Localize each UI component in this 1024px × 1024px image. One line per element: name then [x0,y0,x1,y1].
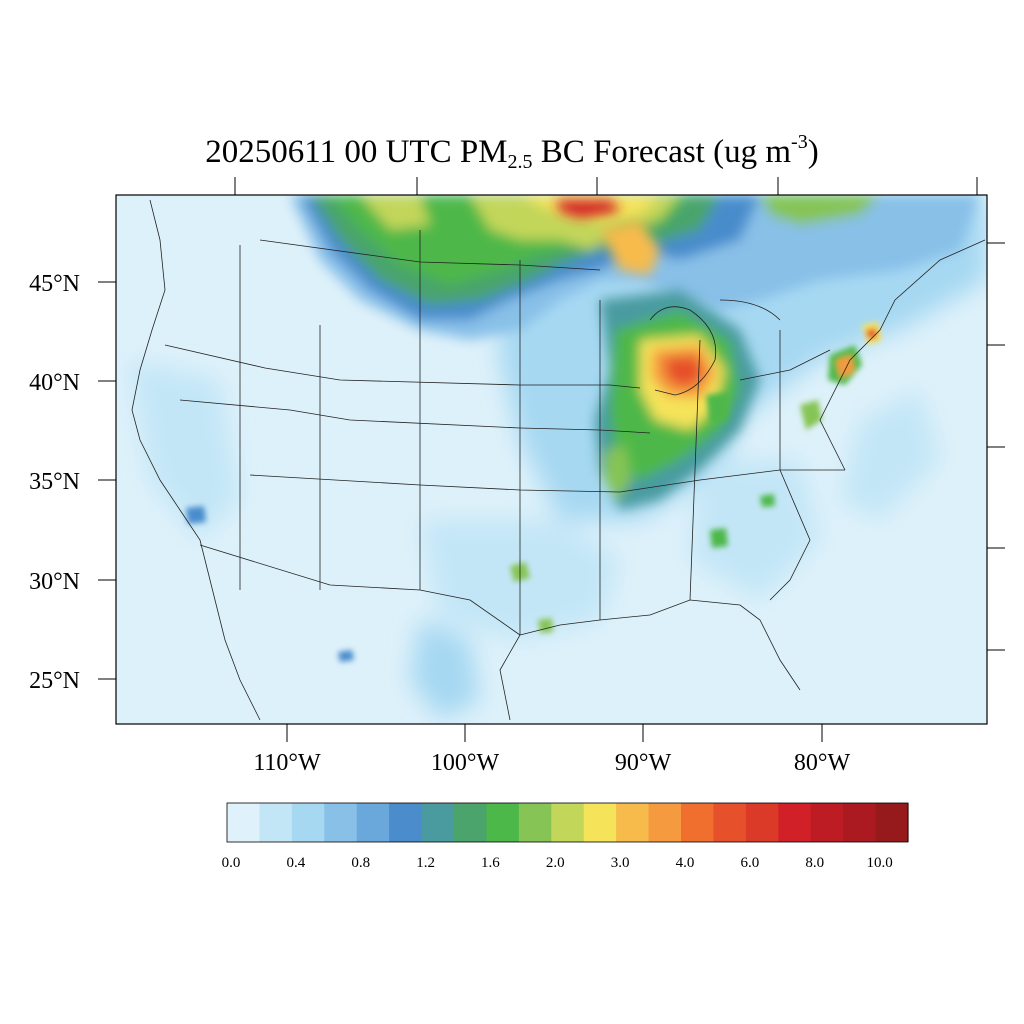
colorbar-label: 8.0 [805,855,824,871]
colorbar-label: 0.0 [222,855,241,871]
colorbar-label: 3.0 [611,855,630,871]
colorbar-swatch [518,803,552,842]
colorbar-frame [226,802,909,843]
latitude-labels: 45°N 40°N 35°N 30°N 25°N [29,271,80,694]
map-frame [115,194,988,725]
lon-label: 80°W [794,750,851,776]
title-species-subscript: 2.5 [507,151,533,173]
colorbar-swatch [616,803,650,842]
lat-label: 30°N [29,569,80,595]
colorbar-swatch [389,803,423,842]
colorbar-swatch [810,803,844,842]
colorbar-swatch [713,803,747,842]
colorbar-swatch [745,803,779,842]
lat-label: 45°N [29,271,80,297]
colorbar-label: 1.6 [481,855,500,871]
boundaries [131,199,986,721]
lat-label: 25°N [29,668,80,694]
colorbar-swatch [778,803,812,842]
colorbar-swatch [843,803,877,842]
lon-label: 90°W [615,750,672,776]
colorbar-label: 0.8 [351,855,370,871]
colorbar-label: 1.2 [416,855,435,871]
colorbar-label: 6.0 [740,855,759,871]
lon-label: 100°W [431,750,500,776]
colorbar-label: 0.4 [286,855,305,871]
colorbar-swatch [356,803,390,842]
colorbar-swatch [486,803,520,842]
lat-label: 35°N [29,469,80,495]
title-units-close: ) [807,134,819,170]
longitude-labels: 110°W 100°W 90°W 80°W [253,750,850,776]
tick-marks [98,177,1005,742]
colorbar-swatch [875,803,909,842]
colorbar-labels: 0.0 0.4 0.8 1.2 1.6 2.0 3.0 4.0 6.0 8.0 10.0 [222,855,893,871]
title-species: PM [459,134,508,170]
title-product: BC Forecast [540,134,705,170]
concentration-field [130,195,987,720]
colorbar-swatch [681,803,715,842]
map-title: 20250611 00 UTC PM2.5 BC Forecast (ug m-… [0,122,1024,182]
colorbar-swatch [421,803,455,842]
lon-label: 110°W [253,750,321,776]
colorbar-label: 4.0 [676,855,695,871]
colorbar-swatch [551,803,585,842]
colorbar-swatch [454,803,488,842]
title-date: 20250611 [205,134,337,170]
colorbar-swatch [227,803,261,842]
title-time: 00 UTC [344,134,452,170]
colorbar-swatch [648,803,682,842]
colorbar-label: 2.0 [546,855,565,871]
colorbar-swatch [583,803,617,842]
colorbar [227,803,909,842]
title-units-superscript: -3 [791,131,808,153]
colorbar-swatch [259,803,293,842]
colorbar-swatch [291,803,325,842]
colorbar-swatch [324,803,358,842]
lat-label: 40°N [29,370,80,396]
colorbar-label: 10.0 [866,855,892,871]
title-units: (ug m [713,134,792,170]
